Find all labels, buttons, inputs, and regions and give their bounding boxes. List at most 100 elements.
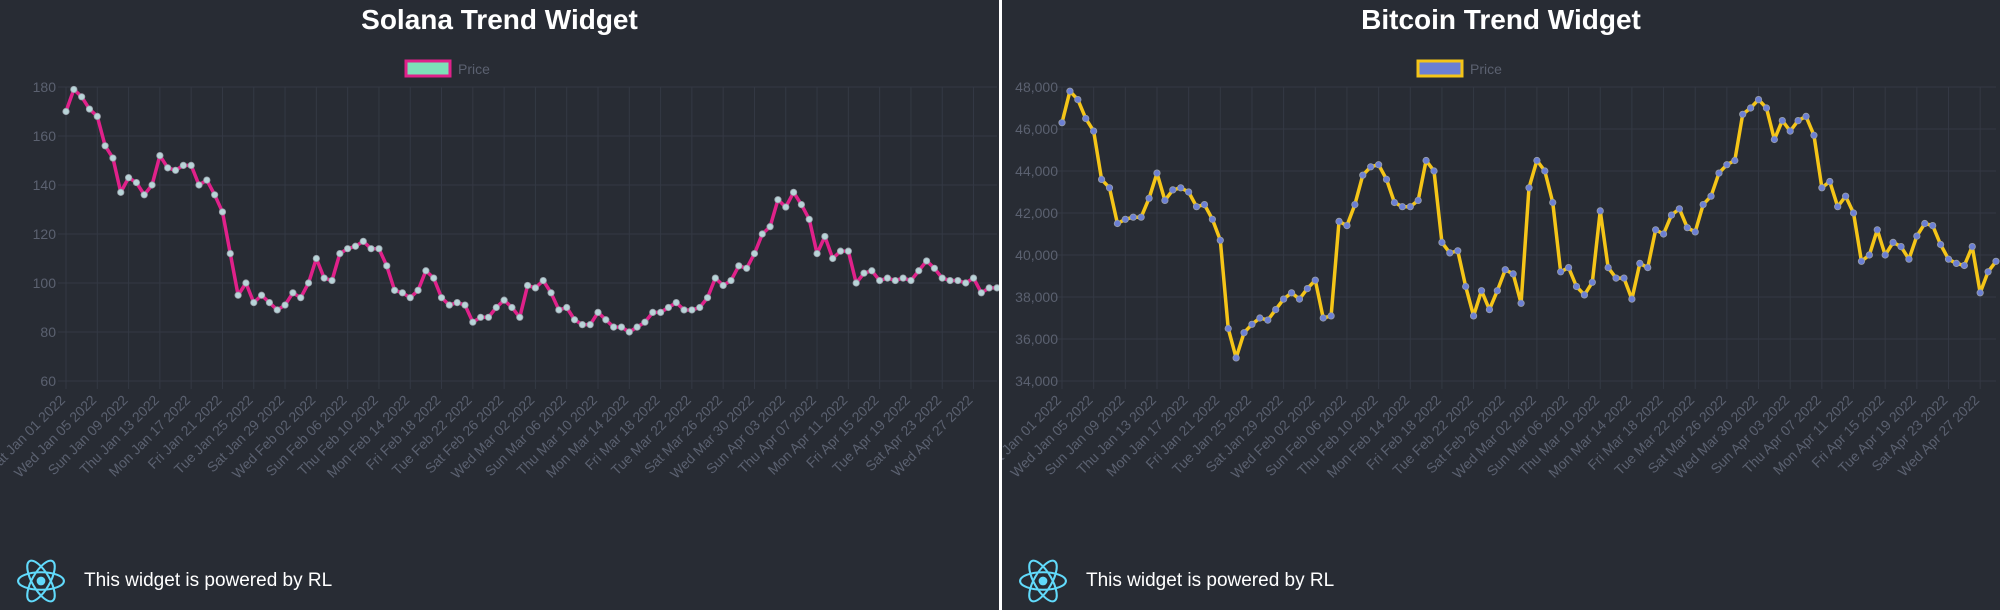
chart-legend[interactable]: Price bbox=[404, 59, 490, 78]
data-point[interactable] bbox=[62, 107, 70, 116]
data-point[interactable] bbox=[743, 264, 751, 272]
data-point[interactable] bbox=[218, 208, 227, 216]
data-point[interactable] bbox=[1414, 196, 1422, 204]
data-point[interactable] bbox=[1501, 266, 1509, 274]
data-point[interactable] bbox=[492, 303, 500, 312]
data-point[interactable] bbox=[1398, 203, 1406, 211]
data-point[interactable] bbox=[1493, 287, 1501, 295]
data-point[interactable] bbox=[829, 254, 837, 263]
data-point[interactable] bbox=[672, 299, 680, 307]
data-point[interactable] bbox=[469, 318, 477, 326]
data-point[interactable] bbox=[1739, 110, 1747, 118]
data-point[interactable] bbox=[531, 284, 540, 292]
data-point[interactable] bbox=[1976, 289, 1984, 297]
data-point[interactable] bbox=[1240, 329, 1248, 337]
data-point[interactable] bbox=[962, 279, 970, 287]
data-point[interactable] bbox=[594, 308, 602, 316]
data-point[interactable] bbox=[930, 264, 939, 272]
data-point[interactable] bbox=[1280, 295, 1288, 303]
data-point[interactable] bbox=[656, 308, 665, 316]
data-point[interactable] bbox=[1485, 305, 1494, 314]
data-point[interactable] bbox=[1153, 169, 1161, 177]
data-point[interactable] bbox=[735, 262, 743, 270]
data-point[interactable] bbox=[1200, 201, 1209, 209]
data-point[interactable] bbox=[437, 294, 446, 302]
data-point[interactable] bbox=[85, 105, 94, 113]
data-point[interactable] bbox=[1952, 259, 1961, 267]
data-point[interactable] bbox=[1644, 264, 1652, 272]
data-point[interactable] bbox=[1754, 95, 1763, 104]
data-point[interactable] bbox=[1675, 205, 1683, 213]
data-point[interactable] bbox=[1541, 167, 1549, 175]
data-point[interactable] bbox=[1177, 184, 1185, 192]
data-point[interactable] bbox=[969, 274, 978, 282]
data-point[interactable] bbox=[782, 203, 790, 211]
data-point[interactable] bbox=[1469, 312, 1478, 320]
data-point[interactable] bbox=[1834, 203, 1842, 211]
data-point[interactable] bbox=[774, 196, 782, 204]
data-point[interactable] bbox=[1929, 222, 1937, 230]
data-point[interactable] bbox=[758, 230, 766, 238]
data-point[interactable] bbox=[1216, 236, 1224, 244]
data-point[interactable] bbox=[422, 267, 430, 275]
data-point[interactable] bbox=[1936, 240, 1945, 249]
data-point[interactable] bbox=[1628, 295, 1636, 303]
data-point[interactable] bbox=[993, 284, 999, 292]
data-point[interactable] bbox=[1082, 114, 1090, 123]
data-point[interactable] bbox=[1992, 257, 2000, 265]
data-point[interactable] bbox=[1382, 175, 1391, 183]
data-point[interactable] bbox=[547, 289, 555, 297]
data-point[interactable] bbox=[1327, 312, 1335, 320]
data-point[interactable] bbox=[1074, 95, 1082, 104]
data-point[interactable] bbox=[257, 291, 266, 299]
data-point[interactable] bbox=[1477, 287, 1486, 295]
data-point[interactable] bbox=[1707, 192, 1715, 200]
data-point[interactable] bbox=[1699, 201, 1707, 209]
data-point[interactable] bbox=[1256, 314, 1264, 322]
data-point[interactable] bbox=[1652, 226, 1660, 234]
data-point[interactable] bbox=[453, 299, 461, 307]
data-point[interactable] bbox=[852, 279, 860, 287]
data-point[interactable] bbox=[836, 247, 845, 255]
data-point[interactable] bbox=[1192, 203, 1201, 211]
data-point[interactable] bbox=[1422, 156, 1430, 165]
data-point[interactable] bbox=[336, 250, 344, 258]
data-point[interactable] bbox=[907, 276, 915, 285]
data-point[interactable] bbox=[1731, 156, 1739, 165]
data-point[interactable] bbox=[1549, 198, 1557, 207]
data-point[interactable] bbox=[211, 191, 219, 199]
data-point[interactable] bbox=[766, 223, 774, 231]
data-point[interactable] bbox=[1580, 291, 1589, 299]
data-point[interactable] bbox=[265, 299, 274, 307]
data-point[interactable] bbox=[1849, 209, 1858, 217]
data-point[interactable] bbox=[703, 294, 712, 302]
data-point[interactable] bbox=[148, 181, 156, 189]
data-point[interactable] bbox=[1691, 228, 1699, 236]
data-point[interactable] bbox=[187, 161, 195, 170]
data-point[interactable] bbox=[320, 274, 328, 282]
data-point[interactable] bbox=[1683, 224, 1691, 232]
data-point[interactable] bbox=[1375, 161, 1383, 169]
data-point[interactable] bbox=[813, 250, 821, 258]
data-point[interactable] bbox=[915, 267, 923, 275]
data-point[interactable] bbox=[727, 276, 735, 285]
data-point[interactable] bbox=[664, 303, 673, 312]
data-point[interactable] bbox=[1913, 232, 1921, 240]
data-point[interactable] bbox=[1272, 305, 1280, 314]
data-point[interactable] bbox=[1984, 268, 1992, 276]
data-point[interactable] bbox=[1090, 127, 1098, 135]
data-point[interactable] bbox=[617, 323, 626, 331]
chart-legend[interactable]: Price bbox=[1416, 59, 1502, 78]
data-point[interactable] bbox=[78, 93, 86, 101]
data-point[interactable] bbox=[1430, 167, 1438, 175]
data-point[interactable] bbox=[242, 279, 250, 287]
data-point[interactable] bbox=[860, 269, 868, 277]
data-point[interactable] bbox=[1295, 295, 1304, 303]
data-point[interactable] bbox=[203, 176, 211, 184]
data-point[interactable] bbox=[750, 250, 759, 258]
data-point[interactable] bbox=[195, 181, 203, 189]
data-point[interactable] bbox=[1747, 104, 1755, 112]
data-point[interactable] bbox=[1865, 251, 1873, 259]
data-point[interactable] bbox=[1557, 268, 1565, 276]
data-point[interactable] bbox=[1137, 213, 1145, 221]
